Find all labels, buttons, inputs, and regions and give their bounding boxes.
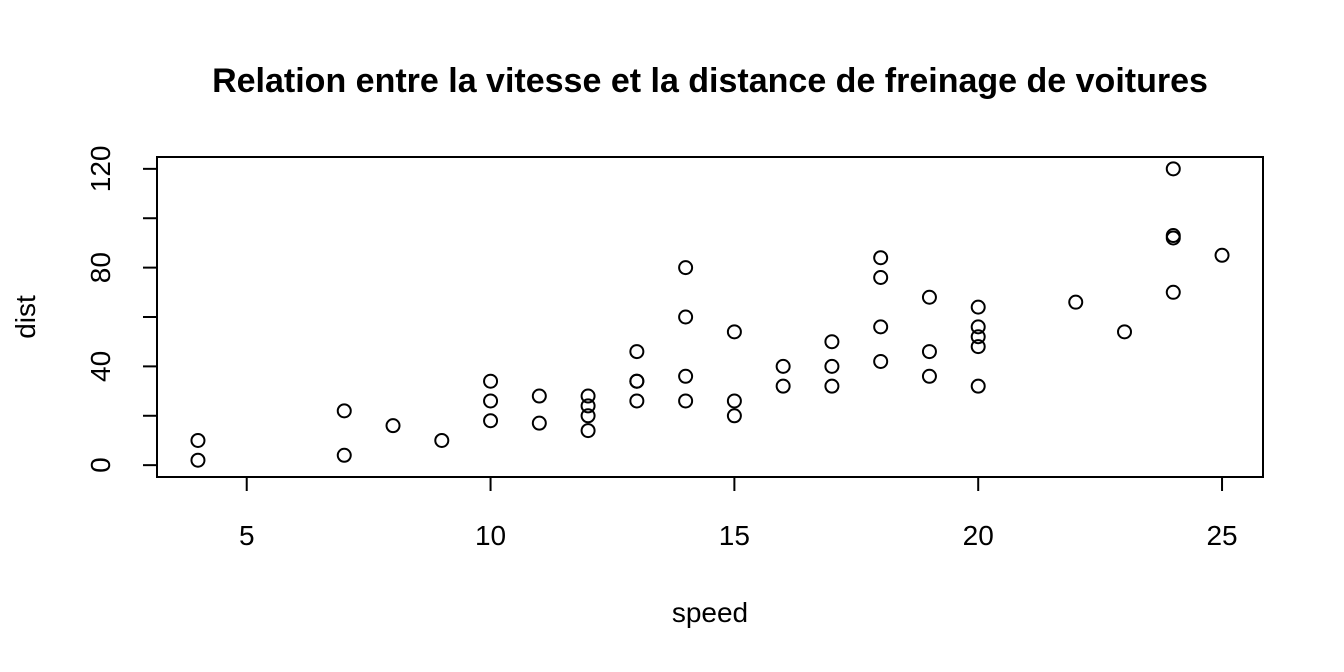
y-tick-label: 40 (85, 351, 116, 382)
chart-title: Relation entre la vitesse et la distance… (212, 62, 1208, 100)
data-point (483, 413, 499, 429)
data-point (970, 339, 986, 355)
data-point (824, 358, 840, 374)
data-point (873, 353, 889, 369)
data-point (483, 373, 499, 389)
y-tick-label: 120 (85, 145, 116, 192)
data-point (824, 378, 840, 394)
data-point (1117, 324, 1133, 340)
data-point (921, 368, 937, 384)
data-point (873, 319, 889, 335)
data-point (629, 344, 645, 360)
data-point (580, 398, 596, 414)
x-axis-label: speed (672, 597, 748, 628)
data-point (1214, 247, 1230, 263)
data-point (1068, 294, 1084, 310)
data-points (190, 161, 1230, 468)
data-point (970, 378, 986, 394)
data-point (580, 408, 596, 424)
data-point (970, 299, 986, 315)
data-point (190, 432, 206, 448)
x-tick-label: 5 (239, 520, 255, 551)
data-point (678, 393, 694, 409)
data-point (921, 289, 937, 305)
x-tick-label: 25 (1206, 520, 1237, 551)
data-point (531, 388, 547, 404)
y-axis-label: dist (10, 295, 41, 339)
data-point (921, 344, 937, 360)
y-tick-label: 0 (85, 457, 116, 473)
data-point (775, 358, 791, 374)
data-point (385, 418, 401, 434)
data-point (824, 334, 840, 350)
data-point (873, 269, 889, 285)
data-point (726, 408, 742, 424)
data-point (1165, 161, 1181, 177)
data-point (483, 393, 499, 409)
data-point (678, 260, 694, 276)
data-point (531, 415, 547, 431)
data-point (970, 319, 986, 335)
data-point (1165, 228, 1181, 244)
x-tick-label: 10 (475, 520, 506, 551)
data-point (775, 378, 791, 394)
data-point (434, 432, 450, 448)
data-point (336, 403, 352, 419)
data-point (629, 393, 645, 409)
data-point (726, 324, 742, 340)
y-axis: 0 40 80 120 (85, 145, 158, 473)
y-tick-label: 80 (85, 252, 116, 283)
x-tick-label: 15 (719, 520, 750, 551)
x-axis: 5 10 15 20 25 (239, 476, 1238, 551)
data-point (726, 393, 742, 409)
data-point (629, 373, 645, 389)
data-point (970, 329, 986, 345)
data-point (580, 388, 596, 404)
x-tick-label: 20 (963, 520, 994, 551)
data-point (678, 309, 694, 325)
data-point (678, 368, 694, 384)
data-point (1165, 284, 1181, 300)
plot-frame (156, 156, 1264, 478)
data-point (336, 447, 352, 463)
data-point (580, 423, 596, 439)
data-point (873, 250, 889, 266)
data-point (190, 452, 206, 468)
